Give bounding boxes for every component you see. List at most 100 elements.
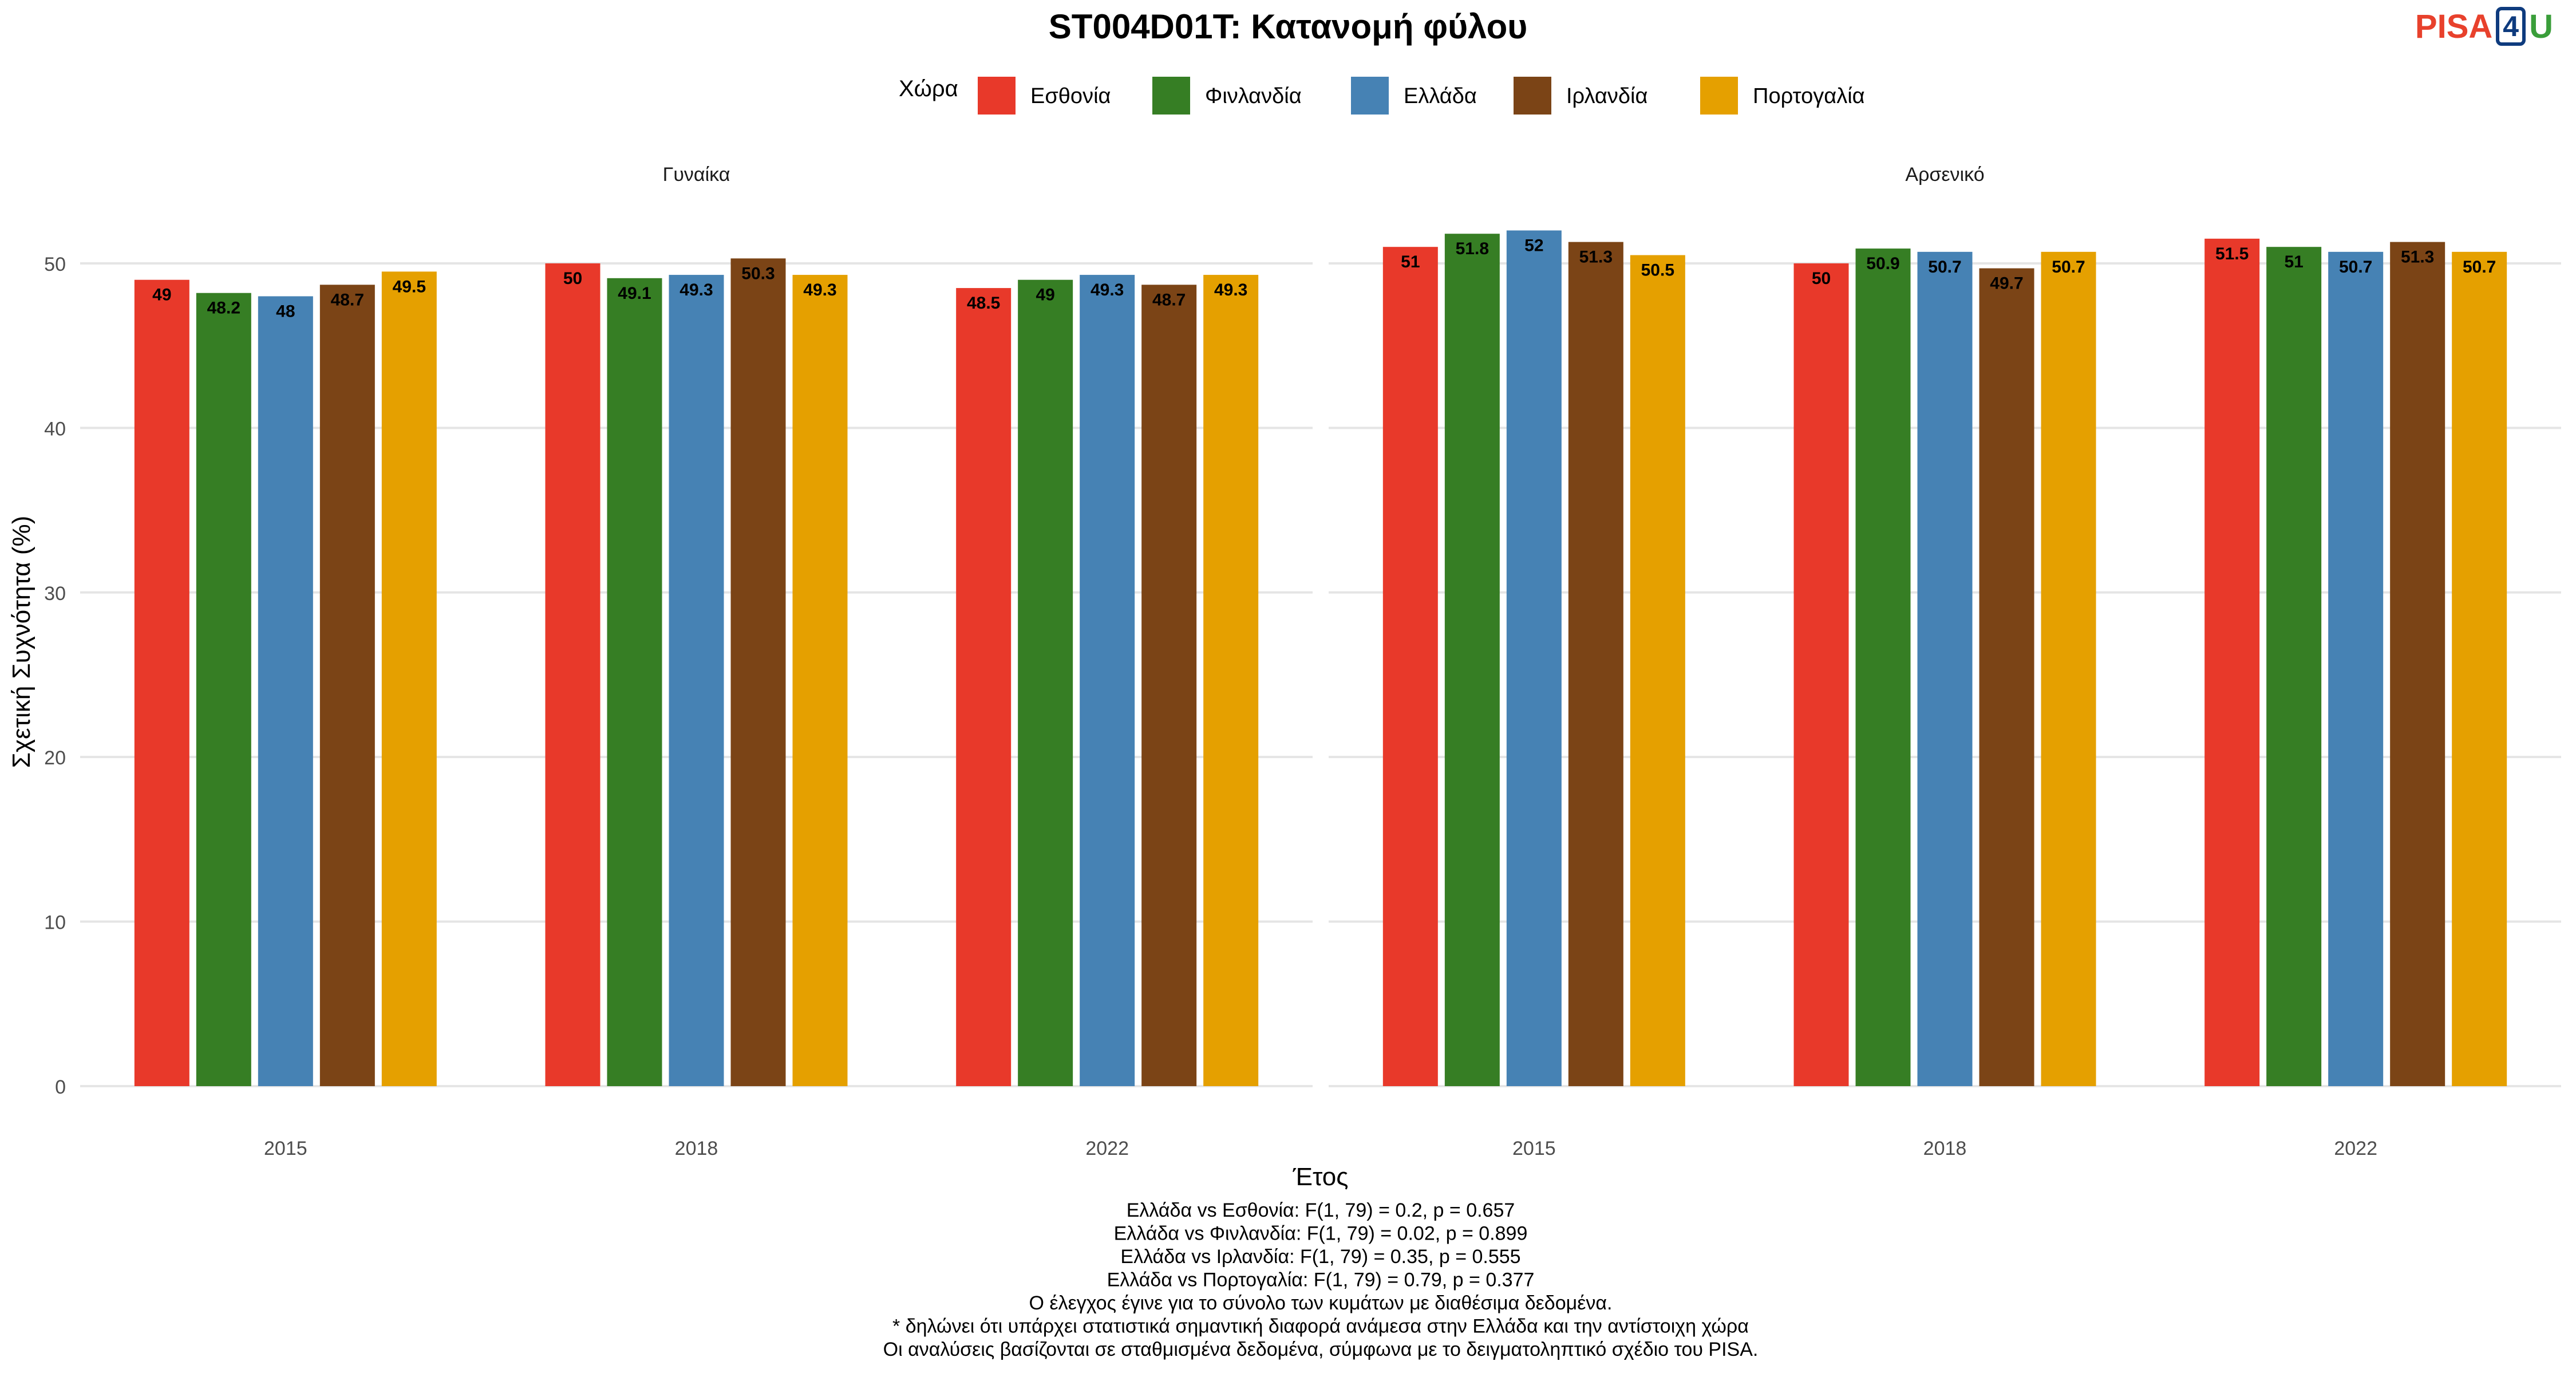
pisa4u-logo: PISA 4 U	[2415, 7, 2553, 46]
logo-part-4: 4	[2496, 7, 2526, 46]
bar-1-1-1	[1855, 248, 1911, 1086]
caption-line-3: Ελλάδα vs Πορτογαλία: F(1, 79) = 0.79, p…	[1107, 1269, 1535, 1291]
bar-0-0-1	[196, 293, 251, 1086]
legend-swatch-3	[1514, 77, 1551, 115]
bar-0-2-0	[956, 288, 1012, 1086]
data-label-1-0-4: 50.5	[1641, 261, 1674, 280]
legend-swatch-4	[1700, 77, 1738, 115]
data-label-0-2-1: 49	[1036, 286, 1054, 305]
legend-title: Χώρα	[899, 76, 958, 101]
legend-swatch-0	[978, 77, 1016, 115]
bar-1-1-3	[1979, 268, 2034, 1086]
legend-label-1: Φινλανδία	[1205, 84, 1302, 108]
caption-line-0: Ελλάδα vs Εσθονία: F(1, 79) = 0.2, p = 0…	[1127, 1200, 1515, 1221]
data-label-0-1-3: 50.3	[741, 264, 775, 283]
x-tick-label-1-0: 2015	[1512, 1138, 1556, 1159]
data-label-0-2-3: 48.7	[1152, 290, 1186, 309]
x-tick-label-0-2: 2022	[1085, 1138, 1129, 1159]
legend-swatch-1	[1152, 77, 1190, 115]
data-label-0-1-1: 49.1	[618, 284, 651, 303]
bar-1-2-3	[2390, 242, 2445, 1087]
data-label-1-1-4: 50.7	[2052, 258, 2085, 277]
facet-label-1: Αρσενικό	[1905, 164, 1984, 186]
y-axis-label: Σχετική Συχνότητα (%)	[7, 516, 35, 768]
logo-part-u: U	[2529, 7, 2553, 45]
y-tick-label-5: 50	[44, 254, 66, 275]
bar-1-1-4	[2041, 251, 2096, 1086]
bar-1-0-0	[1382, 247, 1438, 1087]
data-label-0-0-1: 48.2	[207, 299, 240, 318]
data-label-1-1-0: 50	[1812, 269, 1831, 288]
caption-line-6: Οι αναλύσεις βασίζονται σε σταθμισμένα δ…	[883, 1339, 1759, 1360]
x-tick-label-0-1: 2018	[675, 1138, 718, 1159]
bar-0-2-3	[1141, 285, 1197, 1086]
data-label-0-1-0: 50	[563, 269, 582, 288]
caption-line-1: Ελλάδα vs Φινλανδία: F(1, 79) = 0.02, p …	[1114, 1223, 1528, 1245]
bar-0-0-3	[319, 285, 375, 1086]
data-label-1-0-2: 52	[1524, 236, 1543, 255]
data-label-0-2-4: 49.3	[1214, 281, 1247, 299]
bar-0-0-0	[134, 279, 189, 1086]
data-label-1-1-2: 50.7	[1928, 258, 1961, 277]
data-label-0-2-2: 49.3	[1091, 281, 1124, 299]
data-label-0-0-0: 49	[152, 286, 171, 305]
data-label-1-2-4: 50.7	[2463, 258, 2496, 277]
x-tick-label-1-1: 2018	[1923, 1138, 1967, 1159]
bar-0-1-2	[669, 275, 724, 1086]
bar-0-2-1	[1018, 279, 1073, 1086]
bar-0-1-0	[545, 263, 600, 1087]
data-label-1-1-3: 49.7	[1990, 274, 2023, 293]
bar-1-2-4	[2452, 251, 2507, 1086]
data-label-1-0-0: 51	[1401, 252, 1420, 271]
bar-0-2-2	[1080, 275, 1135, 1086]
chart-title: ST004D01T: Κατανομή φύλου	[1049, 7, 1527, 46]
y-tick-label-4: 40	[44, 418, 66, 440]
x-axis-label: Έτος	[1293, 1163, 1349, 1191]
data-label-0-0-2: 48	[276, 302, 295, 321]
bar-0-1-4	[792, 275, 848, 1086]
bar-0-1-1	[607, 278, 662, 1087]
bar-1-1-0	[1793, 263, 1849, 1087]
bar-1-0-3	[1568, 242, 1623, 1087]
y-tick-label-2: 20	[44, 747, 66, 769]
data-label-0-1-4: 49.3	[803, 281, 836, 299]
data-label-0-2-0: 48.5	[967, 294, 1000, 313]
caption-line-2: Ελλάδα vs Ιρλανδία: F(1, 79) = 0.35, p =…	[1120, 1246, 1520, 1268]
bar-0-0-4	[381, 271, 437, 1086]
bar-0-0-2	[258, 296, 313, 1086]
data-label-1-1-1: 50.9	[1866, 254, 1899, 273]
bar-1-2-0	[2204, 238, 2260, 1087]
y-tick-label-3: 30	[44, 583, 66, 605]
x-tick-label-1-2: 2022	[2334, 1138, 2377, 1159]
caption-line-5: * δηλώνει ότι υπάρχει στατιστικά σημαντι…	[892, 1316, 1749, 1337]
legend-swatch-2	[1351, 77, 1389, 115]
legend-label-4: Πορτογαλία	[1753, 84, 1865, 108]
legend-label-0: Εσθονία	[1030, 84, 1111, 108]
data-label-1-2-0: 51.5	[2215, 244, 2249, 263]
bar-1-2-1	[2266, 247, 2322, 1087]
legend-label-3: Ιρλανδία	[1566, 84, 1647, 108]
y-tick-label-0: 0	[55, 1076, 66, 1098]
bar-1-0-4	[1630, 255, 1685, 1087]
data-label-1-2-2: 50.7	[2339, 258, 2372, 277]
y-tick-label-1: 10	[44, 912, 66, 934]
x-tick-label-0-0: 2015	[264, 1138, 307, 1159]
data-label-1-2-1: 51	[2284, 252, 2303, 271]
legend-label-2: Ελλάδα	[1404, 84, 1477, 108]
bar-1-0-2	[1506, 230, 1562, 1087]
bar-0-1-3	[730, 258, 786, 1087]
bar-1-2-2	[2328, 251, 2384, 1086]
bar-0-2-4	[1203, 275, 1259, 1086]
facet-label-0: Γυναίκα	[663, 164, 730, 186]
data-label-0-0-4: 49.5	[393, 277, 426, 296]
bar-1-1-2	[1917, 251, 1973, 1086]
bar-1-0-1	[1444, 234, 1500, 1087]
data-label-0-0-3: 48.7	[331, 290, 364, 309]
caption-line-4: Ο έλεγχος έγινε για το σύνολο των κυμάτω…	[1029, 1292, 1613, 1314]
data-label-1-0-3: 51.3	[1579, 248, 1613, 267]
data-label-0-1-2: 49.3	[679, 281, 713, 299]
logo-part-pisa: PISA	[2415, 7, 2493, 45]
data-label-1-2-3: 51.3	[2401, 248, 2434, 267]
